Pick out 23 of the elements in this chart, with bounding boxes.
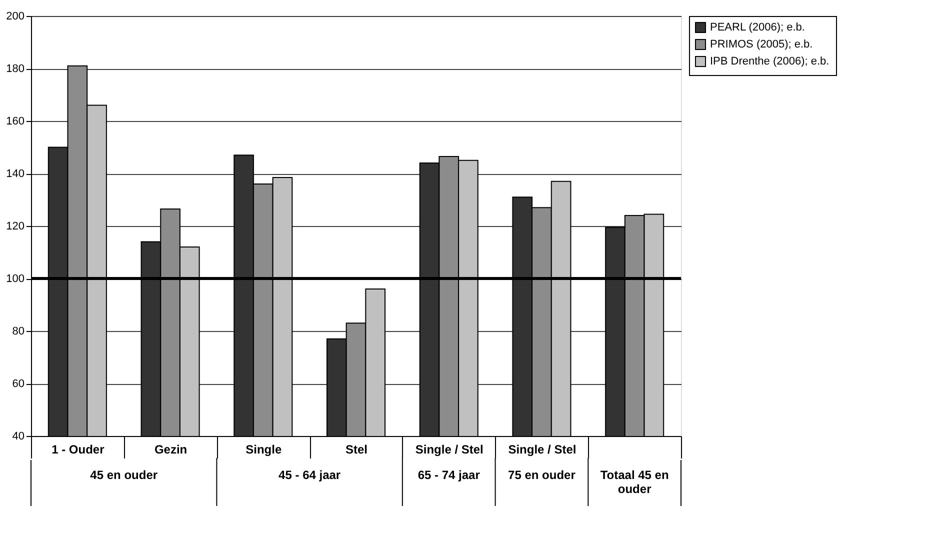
y-tick-label: 200	[6, 10, 24, 22]
x-tick-label: Stel	[345, 442, 368, 456]
text: 75 en ouder	[508, 468, 576, 482]
y-tick-label: 100	[6, 273, 24, 285]
y-tick-label: 160	[6, 116, 24, 128]
y-tick-label: 180	[6, 63, 24, 75]
legend-label: PEARL (2006); e.b.	[710, 22, 805, 34]
x-tick-label: Single / Stel	[508, 442, 576, 456]
x-tick-label: Single	[246, 442, 282, 456]
text: 45 en ouder	[90, 468, 158, 482]
y-tick-label: 40	[12, 430, 24, 442]
y-tick-label: 80	[12, 326, 24, 338]
legend-label: IPB Drenthe (2006); e.b.	[710, 56, 830, 68]
y-tick-label: 140	[6, 168, 24, 180]
legend-label: PRIMOS (2005); e.b.	[710, 38, 813, 50]
text: Totaal 45 en ouder	[600, 468, 669, 496]
x-tick-label: Gezin	[154, 442, 188, 456]
x-tick-label: Single / Stel	[415, 442, 484, 456]
x-tick-label: 1 - Ouder	[52, 442, 105, 456]
text: 45 - 64 jaar	[278, 468, 341, 482]
text: 65 - 74 jaar	[418, 468, 480, 482]
y-tick-label: 120	[6, 220, 24, 232]
y-tick-label: 60	[12, 378, 24, 390]
